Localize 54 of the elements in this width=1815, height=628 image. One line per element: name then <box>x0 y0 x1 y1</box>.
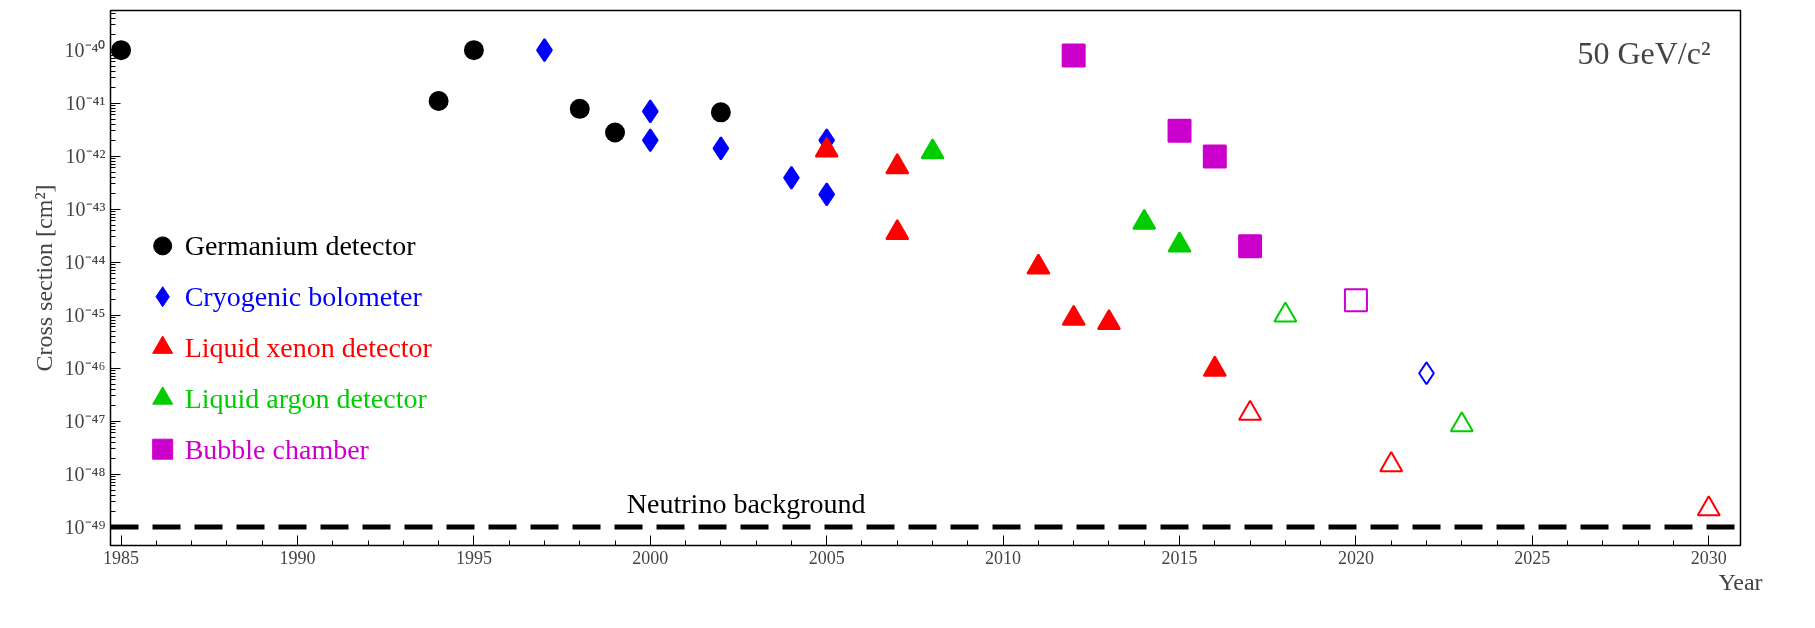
point <box>641 99 659 124</box>
point <box>1096 308 1121 331</box>
legend-label: Liquid xenon detector <box>184 332 433 364</box>
y-axis-title: Cross section [cm²] <box>30 184 57 372</box>
point <box>710 102 731 123</box>
point <box>605 122 626 143</box>
point <box>1449 411 1474 433</box>
point <box>641 128 659 153</box>
point <box>1026 253 1051 275</box>
point <box>885 218 910 241</box>
y-tick-label: 10⁻⁴¹ <box>65 92 106 115</box>
x-tick-label: 1995 <box>455 547 492 568</box>
x-tick-label: 2020 <box>1337 547 1374 568</box>
point <box>1238 234 1263 259</box>
legend-label: Liquid argon detector <box>184 382 428 414</box>
legend-label: Cryogenic bolometer <box>184 281 423 313</box>
x-tick-label: 2005 <box>808 547 845 568</box>
point <box>1061 304 1086 326</box>
y-tick-label: 10⁻⁴⁷ <box>64 410 106 433</box>
legend-label: Bubble chamber <box>184 433 370 465</box>
x-tick-label: 2025 <box>1514 547 1551 568</box>
y-tick-label: 10⁻⁴⁸ <box>64 463 106 486</box>
point <box>1061 43 1086 68</box>
point <box>111 40 132 61</box>
annotation: 50 GeV/c² <box>1577 34 1711 71</box>
point <box>1202 355 1227 377</box>
point <box>1167 231 1192 253</box>
point <box>1696 495 1721 517</box>
point <box>818 182 836 207</box>
x-tick-label: 1990 <box>279 547 316 568</box>
point <box>1202 144 1227 169</box>
point <box>712 136 730 161</box>
y-tick-label: 10⁻⁴⁰ <box>64 39 106 62</box>
point <box>569 98 590 119</box>
legend-label: Germanium detector <box>184 230 417 262</box>
point <box>1273 301 1298 323</box>
x-axis-title: Year <box>1718 568 1763 595</box>
x-tick-label: 2030 <box>1690 547 1727 568</box>
y-tick-label: 10⁻⁴⁵ <box>64 304 106 327</box>
point <box>428 90 449 111</box>
point <box>1379 451 1404 473</box>
y-tick-label: 10⁻⁴⁴ <box>64 251 106 274</box>
y-tick-label: 10⁻⁴⁶ <box>64 357 106 380</box>
x-tick-label: 2015 <box>1161 547 1198 568</box>
point <box>463 40 484 61</box>
y-tick-label: 10⁻⁴⁹ <box>64 516 106 539</box>
x-tick-label: 2000 <box>632 547 669 568</box>
y-tick-label: 10⁻⁴² <box>65 145 106 168</box>
ref-line-label: Neutrino background <box>626 488 866 520</box>
x-tick-label: 2010 <box>985 547 1022 568</box>
point <box>1238 399 1263 421</box>
point <box>1167 118 1192 143</box>
x-tick-label: 1985 <box>103 547 140 568</box>
y-tick-label: 10⁻⁴³ <box>65 198 106 221</box>
